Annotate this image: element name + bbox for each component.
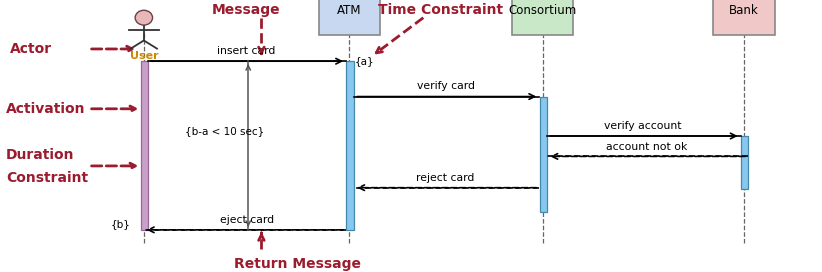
Text: eject card: eject card — [219, 215, 274, 225]
Bar — [741, 136, 749, 189]
Text: Message: Message — [212, 2, 280, 17]
Bar — [318, 0, 380, 35]
Text: {a}: {a} — [355, 56, 375, 66]
Text: Bank: Bank — [729, 4, 759, 17]
Text: Time Constraint: Time Constraint — [378, 2, 503, 17]
Text: account not ok: account not ok — [607, 141, 687, 152]
Text: verify account: verify account — [604, 120, 681, 131]
Text: User: User — [130, 51, 158, 61]
Bar — [346, 61, 353, 230]
Bar — [539, 97, 547, 212]
Text: reject card: reject card — [416, 173, 475, 183]
Bar — [511, 0, 573, 35]
Text: insert card: insert card — [217, 46, 276, 56]
Text: verify card: verify card — [417, 81, 474, 91]
Text: Consortium: Consortium — [508, 4, 577, 17]
Bar — [713, 0, 774, 35]
Text: Activation: Activation — [6, 102, 85, 116]
Ellipse shape — [135, 10, 153, 25]
Text: ATM: ATM — [337, 4, 362, 17]
Text: Return Message: Return Message — [234, 257, 362, 271]
Text: Duration: Duration — [6, 148, 74, 162]
Text: Constraint: Constraint — [6, 171, 88, 185]
Bar — [141, 61, 149, 230]
Text: Actor: Actor — [10, 42, 52, 56]
Text: {b}: {b} — [111, 219, 131, 229]
Text: {b-a < 10 sec}: {b-a < 10 sec} — [185, 126, 264, 136]
